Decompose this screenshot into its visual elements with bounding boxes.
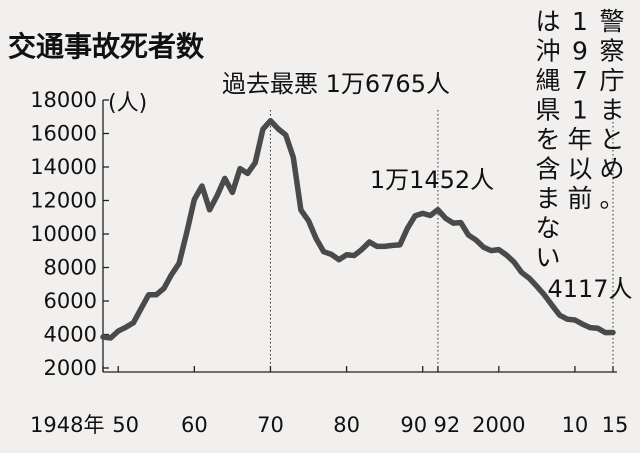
x-axis: 1948年 50 60 70 80 90 92 2000 10 15 — [30, 366, 628, 437]
x-tick-label: 50 — [112, 413, 139, 437]
y-tick-label: 8000 — [44, 256, 97, 280]
source-note-column: 1 9 7 1 年以前 — [567, 7, 592, 213]
series — [100, 117, 616, 341]
x-tick-label: 2000 — [472, 413, 525, 437]
y-tick-label: 12000 — [30, 189, 97, 213]
y-tick-label: 2000 — [44, 356, 97, 380]
x-tick-label: 15 — [602, 413, 629, 437]
y-tick-label: 10000 — [30, 222, 97, 246]
reference-lines — [269, 110, 614, 372]
x-tick-label: 70 — [257, 413, 284, 437]
source-note-column: は沖縄県を含まない — [535, 7, 560, 272]
y-tick-label: 4000 — [44, 323, 97, 347]
y-tick-label: 18000 — [30, 88, 97, 112]
annotation-label: 1万1452人 — [370, 166, 494, 194]
x-tick-label: 60 — [181, 413, 208, 437]
x-tick-label: 92 — [434, 413, 461, 437]
annotations: 過去最悪 1万6765人 1万1452人 4117人 — [222, 70, 633, 303]
annotation-label: 4117人 — [547, 275, 632, 303]
y-axis: 2000 4000 6000 8000 10000 12000 14000 16000 1800… — [30, 88, 109, 380]
y-tick-label: 16000 — [30, 122, 97, 146]
y-tick-label: 6000 — [44, 289, 97, 313]
x-tick-label: 90 — [400, 413, 427, 437]
annotation-label: 過去最悪 1万6765人 — [222, 70, 450, 98]
chart-title: 交通事故死者数 — [8, 30, 205, 63]
x-tick-label: 80 — [333, 413, 360, 437]
x-tick-label: 1948年 — [30, 413, 104, 437]
y-tick-label: 14000 — [30, 155, 97, 179]
y-unit-label: (人) — [108, 91, 147, 116]
series-line — [100, 117, 616, 341]
x-tick-label: 10 — [562, 413, 589, 437]
source-note-column: 警察庁まとめ。 — [599, 7, 624, 213]
